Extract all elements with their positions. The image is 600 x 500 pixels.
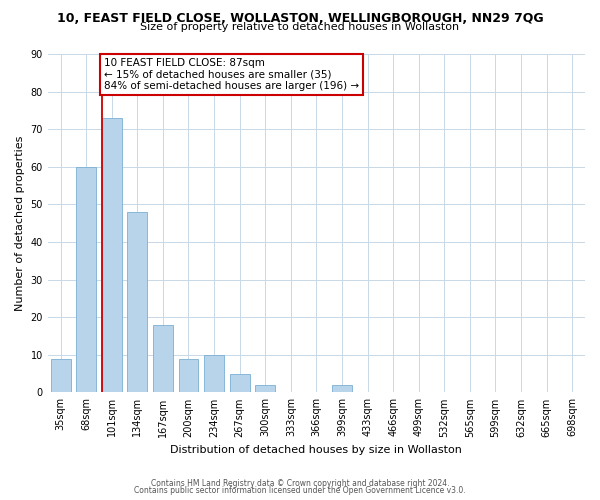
Bar (230, 374, 250, 392)
Bar (179, 358, 199, 392)
Text: Contains public sector information licensed under the Open Government Licence v3: Contains public sector information licen… (134, 486, 466, 495)
Bar (204, 355, 224, 393)
Bar (127, 212, 148, 392)
Text: 10 FEAST FIELD CLOSE: 87sqm
← 15% of detached houses are smaller (35)
84% of sem: 10 FEAST FIELD CLOSE: 87sqm ← 15% of det… (104, 58, 359, 91)
Bar (76, 167, 96, 392)
Bar (332, 385, 352, 392)
Bar (102, 118, 122, 392)
Text: Contains HM Land Registry data © Crown copyright and database right 2024.: Contains HM Land Registry data © Crown c… (151, 478, 449, 488)
X-axis label: Distribution of detached houses by size in Wollaston: Distribution of detached houses by size … (170, 445, 463, 455)
Bar (153, 324, 173, 392)
Text: 10, FEAST FIELD CLOSE, WOLLASTON, WELLINGBOROUGH, NN29 7QG: 10, FEAST FIELD CLOSE, WOLLASTON, WELLIN… (56, 12, 544, 26)
Text: Size of property relative to detached houses in Wollaston: Size of property relative to detached ho… (140, 22, 460, 32)
Bar (255, 385, 275, 392)
Y-axis label: Number of detached properties: Number of detached properties (15, 136, 25, 311)
Bar (50, 358, 71, 392)
